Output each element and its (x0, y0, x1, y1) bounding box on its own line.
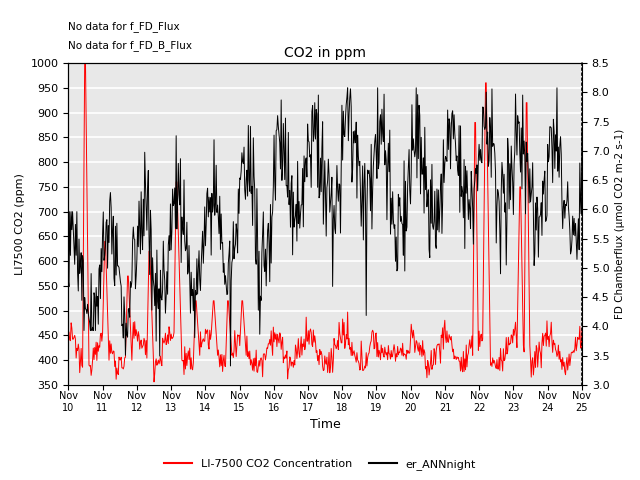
X-axis label: Time: Time (310, 419, 340, 432)
Legend: LI-7500 CO2 Concentration, er_ANNnight: LI-7500 CO2 Concentration, er_ANNnight (160, 455, 480, 474)
Text: No data for f_FD_B_Flux: No data for f_FD_B_Flux (68, 40, 192, 51)
Y-axis label: FD Chamberflux (μmol CO2 m-2 s-1): FD Chamberflux (μmol CO2 m-2 s-1) (615, 129, 625, 319)
Text: BA_flux: BA_flux (0, 479, 1, 480)
Text: No data for f_FD_Flux: No data for f_FD_Flux (68, 21, 180, 32)
Title: CO2 in ppm: CO2 in ppm (284, 47, 366, 60)
Y-axis label: LI7500 CO2 (ppm): LI7500 CO2 (ppm) (15, 173, 25, 275)
